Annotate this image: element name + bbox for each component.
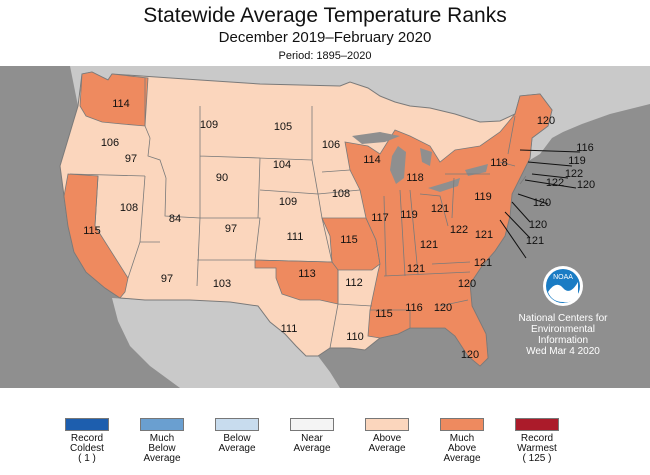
state-rank-nv: 108: [120, 202, 138, 214]
state-rank-id: 97: [125, 153, 137, 165]
mexico-landmass: [112, 298, 340, 388]
state-rank-mi: 118: [406, 172, 424, 184]
state-rank-nm: 103: [213, 278, 231, 290]
legend-item: Above Average: [352, 418, 422, 454]
state-rank-labels: 114 106 115 97 108 109 90 84 97 97 103 105 104 109 111…: [83, 98, 595, 361]
legend-swatch: [440, 418, 484, 431]
state-rank-mt: 109: [200, 119, 218, 131]
state-rank-ar: 112: [345, 277, 363, 289]
state-rank-wy: 90: [216, 172, 228, 184]
state-rank-ne: 109: [279, 196, 297, 208]
legend-swatch: [365, 418, 409, 431]
legend-item: Record Warmest ( 125 ): [502, 418, 572, 464]
state-rank-ut: 84: [169, 213, 181, 225]
state-rank-ri: 120: [577, 179, 595, 191]
state-rank-oh: 121: [431, 203, 449, 215]
state-rank-il: 117: [371, 212, 389, 224]
state-rank-fl: 120: [461, 349, 479, 361]
legend-label: Near Average: [293, 433, 331, 454]
state-rank-me: 120: [537, 115, 555, 127]
legend-item: Much Above Average: [427, 418, 497, 464]
state-rank-mo: 115: [340, 234, 358, 246]
map-period: Period: 1895–2020: [278, 50, 372, 62]
credit-date: Wed Mar 4 2020: [526, 346, 600, 357]
state-rank-sc: 120: [458, 278, 476, 290]
legend-item: Near Average: [277, 418, 347, 454]
us-temperature-rank-map: NOAA National Centers for Environmental …: [0, 66, 650, 388]
state-rank-al: 116: [405, 302, 423, 314]
state-rank-mn: 106: [322, 139, 340, 151]
state-rank-va: 121: [475, 229, 493, 241]
map-subtitle: December 2019–February 2020: [218, 29, 432, 46]
state-rank-tn: 121: [407, 263, 425, 275]
credit-line-1: National Centers for: [519, 313, 609, 324]
great-lakes: [352, 132, 488, 192]
state-rank-wv: 122: [450, 224, 468, 236]
legend-item: Much Below Average: [127, 418, 197, 464]
map-title: Statewide Average Temperature Ranks: [143, 4, 507, 27]
state-rank-ia: 108: [332, 188, 350, 200]
state-rank-ky: 121: [420, 239, 438, 251]
state-rank-wa: 114: [112, 98, 130, 110]
state-rank-de: 120: [529, 219, 547, 231]
state-rank-ca: 115: [83, 225, 101, 237]
legend-swatch: [65, 418, 109, 431]
state-rank-la: 110: [346, 331, 364, 343]
state-boundaries: [69, 78, 527, 349]
legend-label: Below Average: [218, 433, 256, 454]
state-rank-ma: 122: [565, 168, 583, 180]
state-rank-or: 106: [101, 137, 119, 149]
state-rank-ok: 113: [298, 268, 316, 280]
state-rank-ms: 115: [375, 308, 393, 320]
legend-swatch: [290, 418, 334, 431]
noaa-logo-text: NOAA: [553, 274, 573, 281]
legend-label: Much Below Average: [143, 433, 181, 464]
state-rank-nj: 120: [533, 197, 551, 209]
legend-item: Record Coldest ( 1 ): [52, 418, 122, 464]
state-rank-in: 119: [400, 209, 418, 221]
legend-label: Record Warmest ( 125 ): [517, 433, 557, 464]
connector-lines: [499, 149, 581, 259]
credit-line-3: Information: [538, 335, 588, 346]
legend-label: Above Average: [368, 433, 406, 454]
credit-line-2: Environmental: [531, 324, 595, 335]
state-rank-ny: 118: [490, 157, 508, 169]
state-rank-nd: 105: [274, 121, 292, 133]
state-rank-md: 121: [526, 235, 544, 247]
legend-swatch: [140, 418, 184, 431]
state-rank-wi: 114: [363, 154, 381, 166]
state-rank-nc: 121: [474, 257, 492, 269]
legend-swatch: [515, 418, 559, 431]
state-rank-sd: 104: [273, 159, 291, 171]
state-rank-pa: 119: [474, 191, 492, 203]
state-rank-az: 97: [161, 273, 173, 285]
legend-label: Much Above Average: [443, 433, 481, 464]
state-rank-ga: 120: [434, 302, 452, 314]
state-rank-vt: 116: [576, 142, 594, 154]
legend-swatch: [215, 418, 259, 431]
state-rank-ks: 111: [287, 231, 304, 243]
state-rank-ct: 122: [546, 177, 564, 189]
state-rank-co: 97: [225, 223, 237, 235]
state-rank-tx: 111: [281, 323, 298, 335]
state-rank-nh: 119: [568, 155, 586, 167]
legend-label: Record Coldest ( 1 ): [70, 433, 104, 464]
noaa-logo: NOAA: [543, 266, 583, 306]
legend-item: Below Average: [202, 418, 272, 454]
